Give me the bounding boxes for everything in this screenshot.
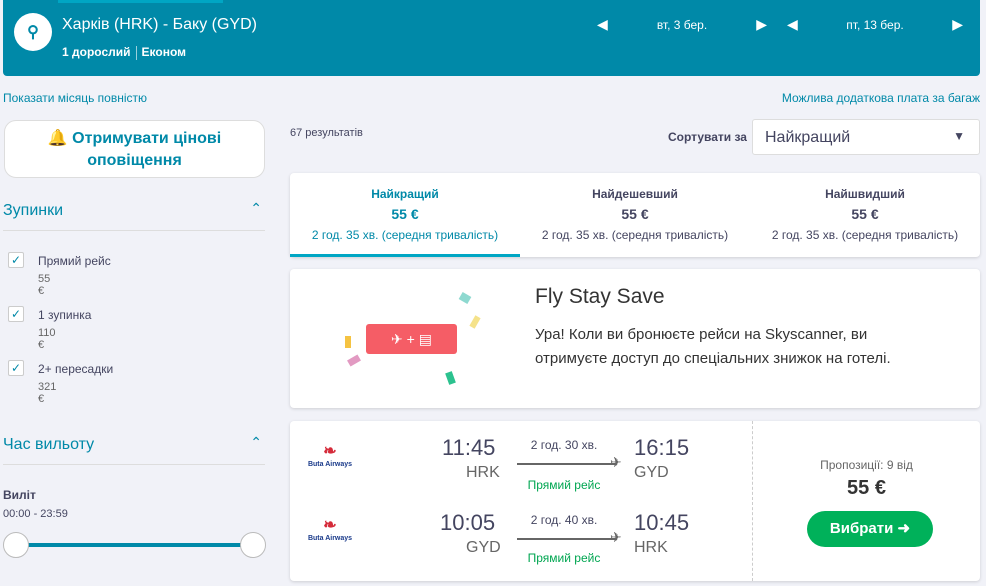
prev-date-icon[interactable]: ◀ (787, 16, 798, 32)
depart-date[interactable]: вт, 3 бер. (656, 17, 708, 32)
time-range: 00:00 - 23:59 (3, 508, 68, 520)
next-date-icon[interactable]: ▶ (756, 16, 767, 32)
return-depart-time: 10:05 (440, 510, 496, 535)
outbound-to: GYD (634, 464, 669, 481)
arrow-right-icon: ➜ (897, 520, 911, 537)
checkbox-checked-icon[interactable]: ✓ (8, 252, 24, 268)
airline-logo: ❧ Buta Airways (307, 443, 353, 468)
depart-date-picker[interactable]: ◀ вт, 3 бер. ▶ (597, 16, 767, 33)
chevron-up-icon[interactable]: ⌃ (250, 434, 262, 450)
outbound-duration: 2 год. 30 хв. (530, 438, 598, 452)
return-date[interactable]: пт, 13 бер. (846, 17, 904, 32)
price-alerts-button[interactable]: 🔔 Отримувати цінові оповіщення (4, 120, 265, 178)
slider-max-handle[interactable] (240, 532, 266, 558)
prev-date-icon[interactable]: ◀ (597, 16, 608, 32)
search-header: ⚲ Харків (HRK) - Баку (GYD) 1 дорослий Ек… (3, 0, 980, 76)
search-icon[interactable]: ⚲ (14, 13, 52, 51)
promo-title: Fly Stay Save (535, 285, 665, 308)
confetti-icon (345, 336, 351, 348)
sort-tabs: Найкращий 55 €2 год. 35 хв. (середня трив… (290, 173, 980, 257)
chevron-down-icon: ▼ (953, 129, 965, 143)
bell-icon: 🔔 (47, 130, 68, 147)
select-button[interactable]: Вибрати ➜ (807, 511, 933, 547)
cabin-class: Економ (141, 45, 186, 59)
tab-best[interactable]: Найкращий 55 €2 год. 35 хв. (середня трив… (290, 173, 520, 257)
chevron-up-icon[interactable]: ⌃ (250, 200, 262, 216)
tab-fastest[interactable]: Найшвидший 55 €2 год. 35 хв. (середня три… (771, 187, 959, 242)
price: 55 € (847, 477, 886, 499)
route-title[interactable]: Харків (HRK) - Баку (GYD) (62, 16, 257, 33)
flight-result-card[interactable]: ❧ Buta Airways ❧ Buta Airways 11:45 HRK 2 … (290, 421, 980, 581)
plane-icon: ✈ (610, 454, 622, 470)
return-stops: Прямий рейс (527, 551, 601, 565)
outbound-stops: Прямий рейс (527, 478, 601, 492)
outbound-from: HRK (466, 464, 500, 481)
time-slider-track (16, 543, 254, 547)
route-line (517, 538, 617, 540)
next-date-icon[interactable]: ▶ (952, 16, 963, 32)
confetti-icon (347, 354, 361, 367)
show-month-link[interactable]: Показати місяць повністю (3, 91, 148, 105)
checkbox-checked-icon[interactable]: ✓ (8, 360, 24, 376)
return-duration: 2 год. 40 хв. (530, 513, 598, 527)
confetti-icon (458, 292, 472, 304)
sort-label: Сортувати за (668, 130, 747, 144)
offers-count: Пропозиції: 9 від (820, 458, 913, 472)
route-line (517, 463, 617, 465)
return-from: GYD (466, 539, 501, 556)
return-date-picker[interactable]: ◀ пт, 13 бер. ▶ (787, 16, 963, 33)
return-to: HRK (634, 539, 668, 556)
departure-time-header[interactable]: Час вильоту ⌃ (3, 434, 265, 465)
flight-hotel-icon: ✈ + ▤ (366, 324, 457, 354)
airline-logo: ❧ Buta Airways (307, 517, 353, 542)
sort-select[interactable]: Найкращий ▼ (752, 119, 980, 155)
outbound-depart-time: 11:45 (442, 435, 496, 460)
return-arrive-time: 10:45 (634, 510, 690, 535)
divider (752, 421, 753, 581)
confetti-icon (445, 371, 456, 385)
trip-details[interactable]: 1 дорослий Економ (62, 45, 186, 60)
passengers: 1 дорослий (62, 45, 131, 59)
outbound-arrive-time: 16:15 (634, 435, 690, 460)
checkbox-checked-icon[interactable]: ✓ (8, 306, 24, 322)
confetti-icon (469, 315, 481, 329)
slider-min-handle[interactable] (3, 532, 29, 558)
promo-card[interactable]: ✈ + ▤ Fly Stay Save Ура! Коли ви бронюєт… (290, 269, 980, 408)
plane-icon: ✈ (610, 529, 622, 545)
tab-cheapest[interactable]: Найдешевший 55 €2 год. 35 хв. (середня тр… (541, 187, 729, 242)
tab-indicator (58, 0, 223, 3)
stops-header[interactable]: Зупинки ⌃ (3, 200, 265, 231)
depart-label: Виліт (3, 488, 36, 502)
baggage-link[interactable]: Можлива додаткова плата за багаж (781, 91, 980, 105)
promo-text: Ура! Коли ви бронюєте рейси на Skyscanne… (535, 326, 891, 367)
results-count: 67 результатів (290, 127, 363, 139)
